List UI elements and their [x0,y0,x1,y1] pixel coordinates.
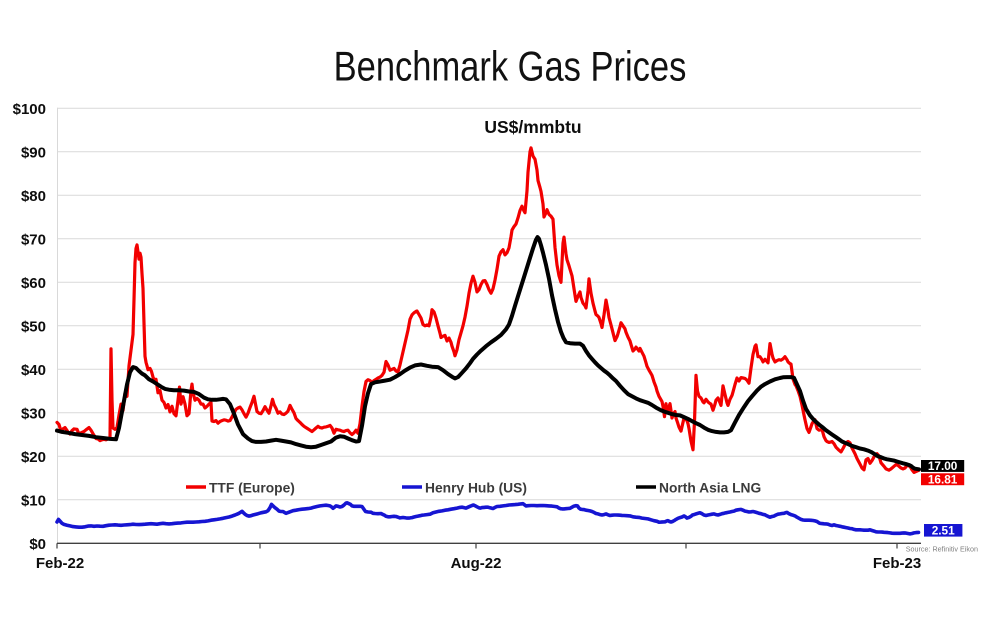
svg-text:North Asia LNG: North Asia LNG [659,481,761,496]
svg-text:Feb-22: Feb-22 [36,555,84,572]
svg-text:Source: Refinitiv Eikon: Source: Refinitiv Eikon [906,545,978,554]
svg-text:$30: $30 [21,405,46,422]
svg-text:Feb-23: Feb-23 [873,555,921,572]
svg-text:$50: $50 [21,318,46,335]
svg-text:$60: $60 [21,275,46,292]
svg-text:Aug-22: Aug-22 [451,555,502,572]
svg-text:US$/mmbtu: US$/mmbtu [484,117,581,137]
svg-text:$70: $70 [21,231,46,248]
svg-text:16.81: 16.81 [928,473,958,487]
svg-text:17.00: 17.00 [928,459,958,473]
svg-text:TTF (Europe): TTF (Europe) [209,481,295,496]
svg-text:$80: $80 [21,188,46,205]
svg-text:$10: $10 [21,492,46,509]
svg-text:$0: $0 [29,536,46,553]
svg-text:$20: $20 [21,449,46,466]
svg-text:$40: $40 [21,362,46,379]
svg-text:2.51: 2.51 [932,524,955,538]
svg-text:$100: $100 [13,101,46,118]
svg-text:Benchmark Gas Prices: Benchmark Gas Prices [334,43,687,90]
svg-text:Henry Hub (US): Henry Hub (US) [425,481,527,496]
svg-text:$90: $90 [21,144,46,161]
